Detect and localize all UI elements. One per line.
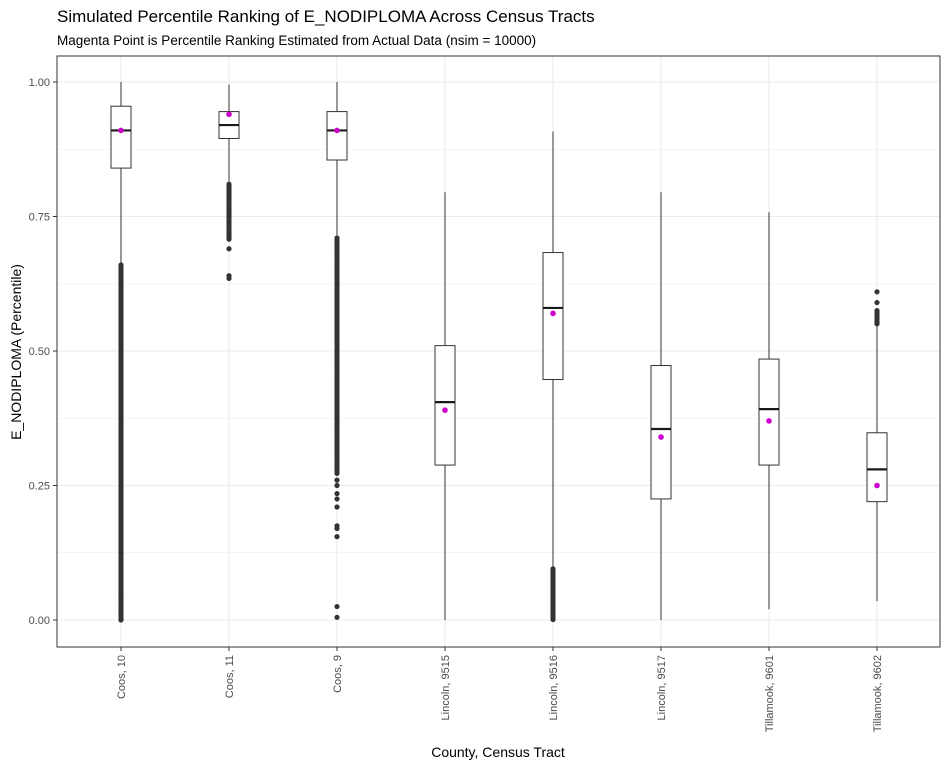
outlier-point [334,470,340,477]
outlier-point [226,273,232,279]
outlier-point [118,612,124,618]
y-tick-label: 0.50 [29,346,50,358]
box-iqr [110,105,132,169]
outlier-point [334,496,340,502]
estimate-point [334,127,340,134]
x-axis: Coos, 10 Coos, 11 Coos, 9 Lincoln, 9515 Linc… [116,647,884,732]
x-tick-label: Tillamook, 9602 [872,655,884,732]
estimate-point [442,407,448,413]
outlier-point [334,482,340,489]
box-2 [218,84,240,182]
outliers-8 [874,289,880,327]
x-tick-label: Lincoln, 9517 [656,655,668,720]
x-tick-label: Lincoln, 9515 [440,655,452,720]
y-tick-label: 1.00 [29,77,50,89]
x-tick-label: Coos, 11 [224,655,236,698]
outlier-point [118,590,124,596]
outliers-1 [118,262,124,623]
box-iqr [866,432,888,503]
chart-title: Simulated Percentile Ranking of E_NODIPL… [57,7,595,26]
x-tick-label: Coos, 9 [332,655,344,693]
box-iqr [326,111,348,161]
box-6 [650,192,672,620]
x-tick-label: Tillamook, 9601 [764,655,776,732]
outlier-point [334,603,340,610]
box-5 [542,131,564,569]
outliers-5 [550,566,556,623]
outlier-point [334,534,340,540]
x-tick-label: Lincoln, 9516 [548,655,560,720]
outlier-point [334,614,340,620]
estimate-point [550,310,556,317]
outlier-point [334,477,340,483]
box-iqr [758,358,780,466]
outlier-point [226,236,232,242]
estimate-point [766,418,772,424]
box-4 [434,192,456,620]
outliers-2 [226,181,232,281]
outlier-point [874,289,880,295]
estimate-points [118,111,880,489]
grid-minor [57,148,940,554]
chart-subtitle: Magenta Point is Percentile Ranking Esti… [57,33,536,48]
y-axis-title: E_NODIPLOMA (Percentile) [8,264,24,440]
estimate-point [658,434,664,440]
outlier-point [550,616,556,623]
outliers-3 [334,235,340,620]
box-iqr [434,345,456,466]
box-1 [110,82,132,265]
estimate-point [118,127,124,134]
outliers [118,181,880,623]
x-axis-title: County, Census Tract [431,744,565,760]
estimate-point [226,111,232,118]
box-8 [866,326,888,602]
outlier-point [334,490,340,497]
box-iqr [650,365,672,500]
outlier-point [118,601,124,607]
y-tick-label: 0.25 [29,481,50,493]
outlier-point [118,617,124,623]
y-tick-label: 0.75 [29,212,50,224]
grid-major [57,56,940,647]
outlier-point [874,299,880,306]
x-tick-label: Coos, 10 [116,655,128,699]
outlier-point [334,523,340,529]
y-axis: 0.00 0.25 0.50 0.75 1.00 [29,77,57,627]
boxes [110,82,888,620]
box-3 [326,82,348,236]
estimate-point [874,482,880,489]
box-7 [758,212,780,610]
outlier-point [334,504,340,510]
outlier-point [874,321,880,327]
outlier-point [226,246,232,252]
y-tick-label: 0.00 [29,615,50,627]
